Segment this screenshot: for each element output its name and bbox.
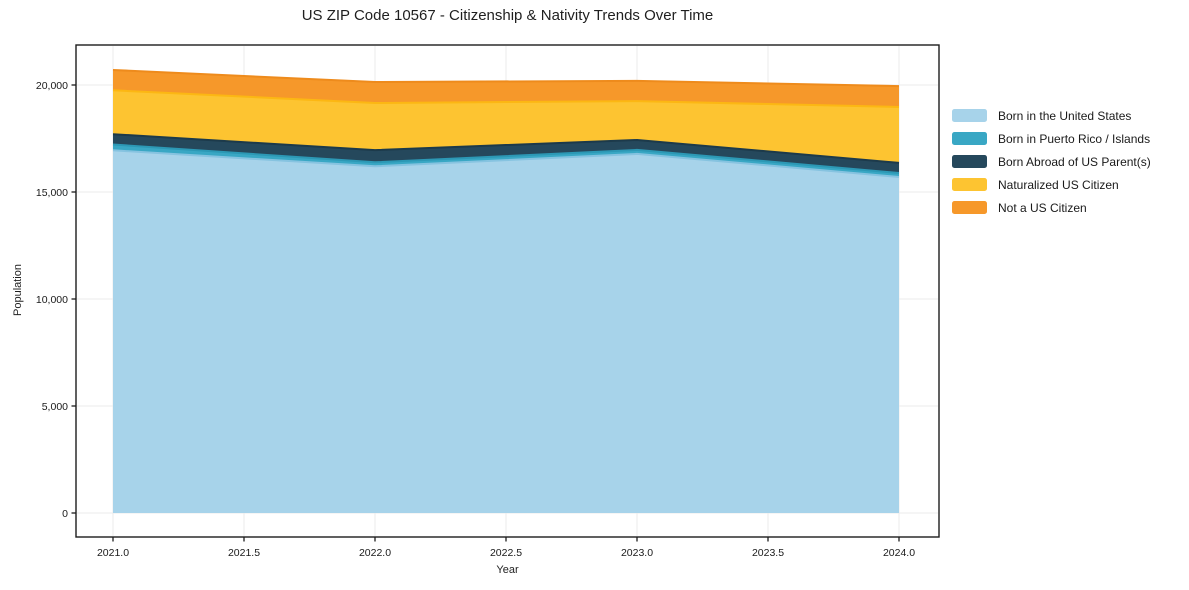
legend-swatch bbox=[952, 155, 987, 168]
area-edge bbox=[112, 89, 900, 108]
legend-item: Not a US Citizen bbox=[952, 196, 1151, 219]
legend-label: Not a US Citizen bbox=[998, 200, 1087, 215]
legend-label: Born in the United States bbox=[998, 108, 1132, 123]
y-tick-label: 15,000 bbox=[36, 187, 68, 199]
area-born-in-the-united-states bbox=[113, 150, 899, 514]
legend-label: Born Abroad of US Parent(s) bbox=[998, 154, 1151, 169]
area-born-in-puerto-rico-islands bbox=[113, 144, 899, 177]
legend-item: Born Abroad of US Parent(s) bbox=[952, 150, 1151, 173]
area-edge bbox=[112, 143, 900, 174]
y-axis-title: Population bbox=[12, 264, 24, 316]
x-tick-label: 2022.5 bbox=[490, 547, 522, 559]
chart-title: US ZIP Code 10567 - Citizenship & Nativi… bbox=[301, 7, 714, 24]
legend-swatch bbox=[952, 132, 987, 145]
x-tick-label: 2021.0 bbox=[97, 547, 129, 559]
legend-swatch bbox=[952, 201, 987, 214]
x-tick-label: 2021.5 bbox=[228, 547, 260, 559]
area-edge bbox=[112, 69, 900, 88]
x-tick-label: 2023.5 bbox=[752, 547, 784, 559]
legend-label: Naturalized US Citizen bbox=[998, 177, 1119, 192]
legend-item: Naturalized US Citizen bbox=[952, 173, 1151, 196]
y-tick-label: 10,000 bbox=[36, 294, 68, 306]
x-tick-label: 2022.0 bbox=[359, 547, 391, 559]
y-tick-label: 20,000 bbox=[36, 80, 68, 92]
legend-swatch bbox=[952, 109, 987, 122]
legend: Born in the United States Born in Puerto… bbox=[952, 104, 1151, 219]
legend-swatch bbox=[952, 178, 987, 191]
legend-item: Born in Puerto Rico / Islands bbox=[952, 127, 1151, 150]
y-tick-label: 5,000 bbox=[42, 401, 68, 413]
axes-frame bbox=[75, 44, 940, 538]
x-tick-label: 2024.0 bbox=[883, 547, 915, 559]
area-edge bbox=[112, 133, 900, 164]
y-tick-label: 0 bbox=[62, 508, 68, 520]
area-edge bbox=[112, 149, 900, 178]
area-born-abroad-of-us-parent-s- bbox=[113, 134, 899, 173]
legend-label: Born in Puerto Rico / Islands bbox=[998, 131, 1151, 146]
legend-item: Born in the United States bbox=[952, 104, 1151, 127]
x-axis-title: Year bbox=[496, 564, 519, 576]
x-tick-label: 2023.0 bbox=[621, 547, 653, 559]
